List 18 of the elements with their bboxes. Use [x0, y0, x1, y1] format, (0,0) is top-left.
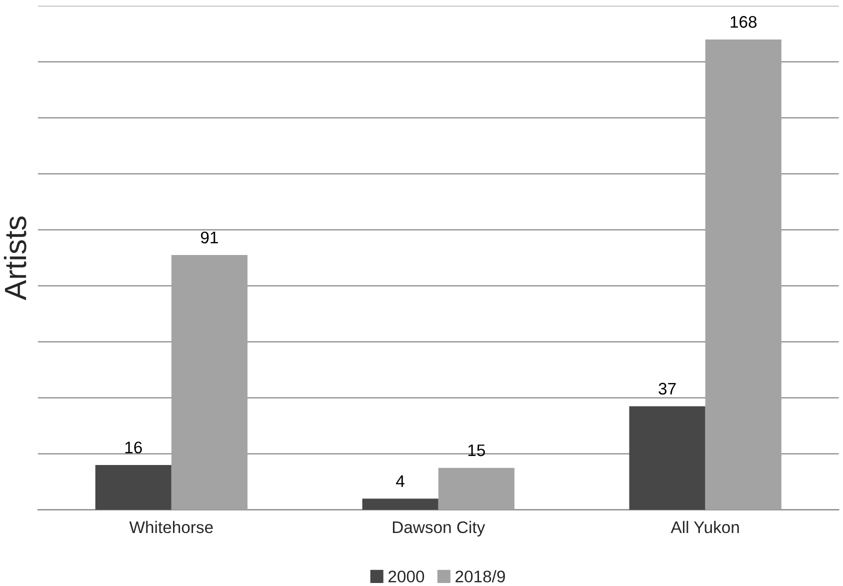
legend-label: 2018/9	[456, 570, 505, 582]
data-label: 4	[396, 475, 404, 487]
data-label: 15	[468, 444, 485, 456]
bar	[95, 465, 172, 510]
data-label: 16	[125, 442, 142, 454]
bar	[629, 406, 706, 510]
data-label: 37	[658, 382, 676, 395]
legend-label: 2000	[388, 570, 424, 582]
x-tick-label: All Yukon	[670, 520, 739, 534]
bar	[705, 39, 782, 510]
bar	[438, 468, 514, 510]
bar	[171, 255, 248, 510]
y-axis-title: Artists	[4, 216, 26, 300]
bar	[362, 498, 438, 510]
data-label: 168	[730, 16, 757, 28]
data-label: 91	[200, 232, 218, 244]
x-tick-label: Whitehorse	[129, 520, 213, 534]
x-tick-label: Dawson City	[392, 520, 486, 536]
